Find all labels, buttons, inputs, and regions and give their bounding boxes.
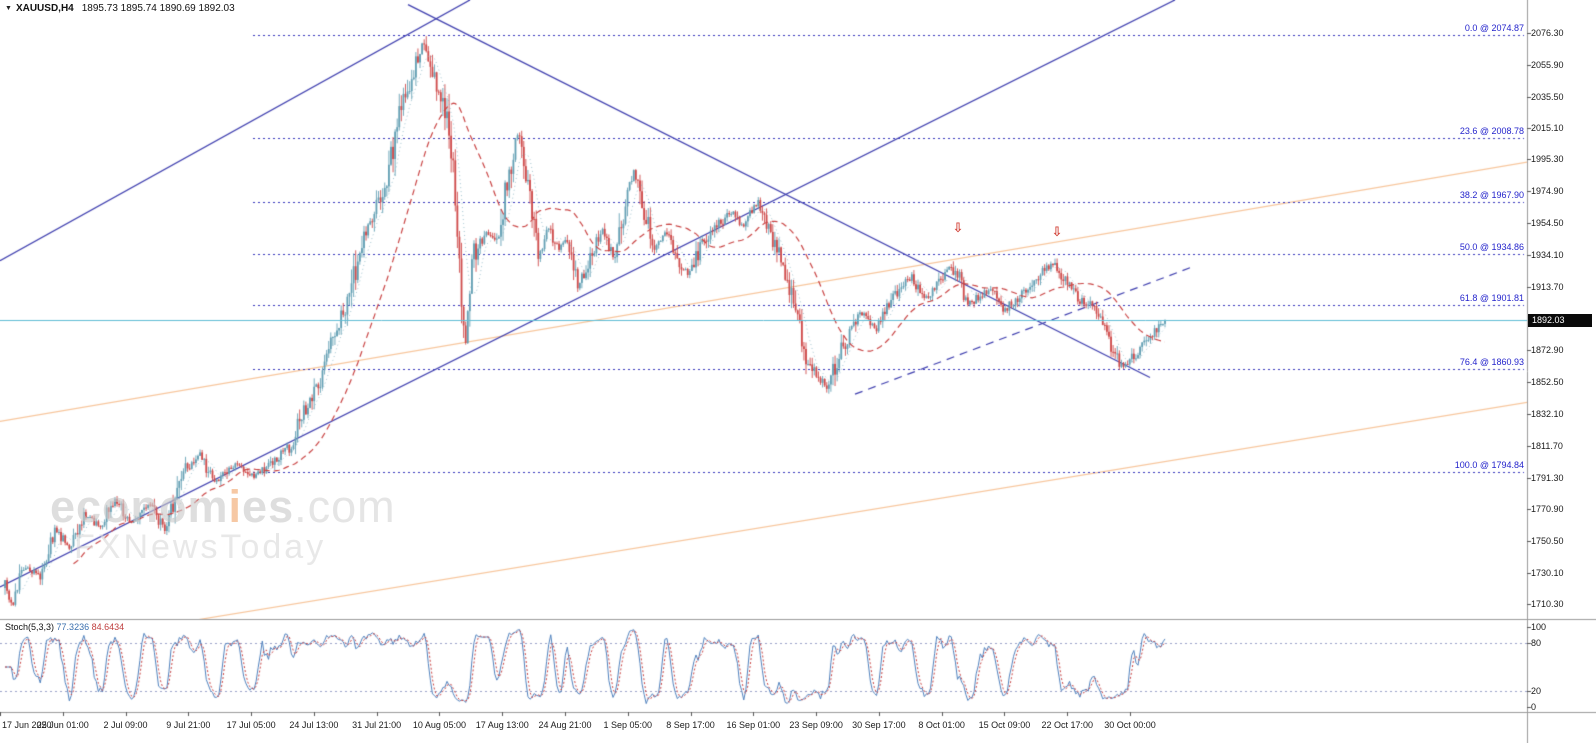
price-tick-label: 1872.90 <box>1531 345 1564 356</box>
price-tick-label: 2076.30 <box>1531 28 1564 38</box>
time-axis-label: 8 Sep 17:00 <box>666 720 715 730</box>
sell-signal-arrow-icon: ⇩ <box>1051 224 1063 239</box>
fib-level-label: 38.2 @ 1967.90 <box>1459 190 1524 201</box>
price-tick-label: 2055.90 <box>1531 59 1564 70</box>
fib-level-label: 0.0 @ 2074.87 <box>1464 23 1524 34</box>
chart-title: ▼ XAUUSD,H4 1895.73 1895.74 1890.69 1892.0… <box>5 3 235 14</box>
time-axis-label: 15 Oct 09:00 <box>978 720 1031 730</box>
time-axis-label: 24 Aug 21:00 <box>538 720 592 730</box>
time-axis-label: 17 Jun 2020 <box>2 720 52 730</box>
time-axis-label: 23 Sep 09:00 <box>789 720 843 730</box>
time-axis-label: 17 Jul 05:00 <box>226 720 276 730</box>
current-price-badge: 1892.03 <box>1528 313 1592 327</box>
price-tick-label: 1770.90 <box>1531 504 1564 515</box>
time-axis: 17 Jun 2020 25 Jun 01:00 2 Jul 09:00 9 Jul … <box>0 720 1596 742</box>
time-axis-label: 22 Oct 17:00 <box>1041 720 1093 730</box>
stochastic-level-label: 80 <box>1531 638 1542 648</box>
price-tick-label: 1995.30 <box>1531 154 1564 165</box>
stochastic-name: Stoch(5,3,3) <box>5 622 55 632</box>
chart-menu-icon[interactable]: ▼ <box>5 5 12 12</box>
price-tick-label: 1832.10 <box>1531 408 1564 419</box>
price-tick-label: 1730.10 <box>1531 568 1564 579</box>
price-tick-label: 1954.50 <box>1531 218 1564 229</box>
price-tick-label: 1791.30 <box>1531 472 1564 483</box>
time-axis-label: 30 Oct 00:00 <box>1104 720 1156 730</box>
fib-level-label: 23.6 @ 2008.78 <box>1459 126 1524 137</box>
stochastic-level-label: 20 <box>1531 686 1542 696</box>
price-tick-label: 1913.70 <box>1531 281 1564 292</box>
fib-level-label: 76.4 @ 1860.93 <box>1459 357 1524 367</box>
price-tick-label: 1710.30 <box>1531 599 1564 609</box>
ohlc-values: 1895.73 1895.74 1890.69 1892.03 <box>81 3 235 14</box>
time-axis-label: 9 Jul 21:00 <box>166 720 211 730</box>
time-axis-label: 30 Sep 17:00 <box>852 720 906 730</box>
sell-signal-arrow-icon: ⇩ <box>952 220 964 235</box>
fib-level-label: 50.0 @ 1934.86 <box>1459 241 1524 252</box>
price-tick-label: 1852.50 <box>1531 377 1564 388</box>
price-tick-label: 1934.10 <box>1531 249 1564 260</box>
time-axis-label: 10 Aug 05:00 <box>412 720 466 730</box>
price-tick-label: 1811.70 <box>1531 440 1563 451</box>
stochastic-level-label: 0 <box>1531 702 1537 712</box>
time-axis-label: 25 Jun 01:00 <box>36 720 89 730</box>
stochastic-label: Stoch(5,3,3) 77.3236 84.6434 <box>5 622 124 632</box>
time-axis-label: 1 Sep 05:00 <box>603 720 653 730</box>
fib-level-label: 100.0 @ 1794.84 <box>1454 460 1524 471</box>
time-axis-label: 2 Jul 09:00 <box>103 720 148 730</box>
time-axis-label: 17 Aug 13:00 <box>475 720 529 730</box>
stochastic-k-value: 77.3236 <box>56 622 90 632</box>
time-axis-label: 8 Oct 01:00 <box>918 720 965 730</box>
time-axis-label: 16 Sep 01:00 <box>726 720 781 730</box>
time-axis-label: 31 Jul 21:00 <box>352 720 402 730</box>
price-tick-label: 2015.10 <box>1531 123 1564 134</box>
price-tick-label: 1750.50 <box>1531 536 1564 547</box>
stochastic-level-label: 100 <box>1531 622 1547 632</box>
price-tick-label: 1974.90 <box>1531 186 1564 197</box>
stochastic-d-value: 84.6434 <box>91 622 125 632</box>
price-tick-label: 2035.50 <box>1531 91 1564 102</box>
symbol-timeframe-label: XAUUSD,H4 <box>15 3 74 14</box>
fib-level-label: 61.8 @ 1901.81 <box>1459 293 1524 304</box>
time-axis-label: 24 Jul 13:00 <box>289 720 339 730</box>
